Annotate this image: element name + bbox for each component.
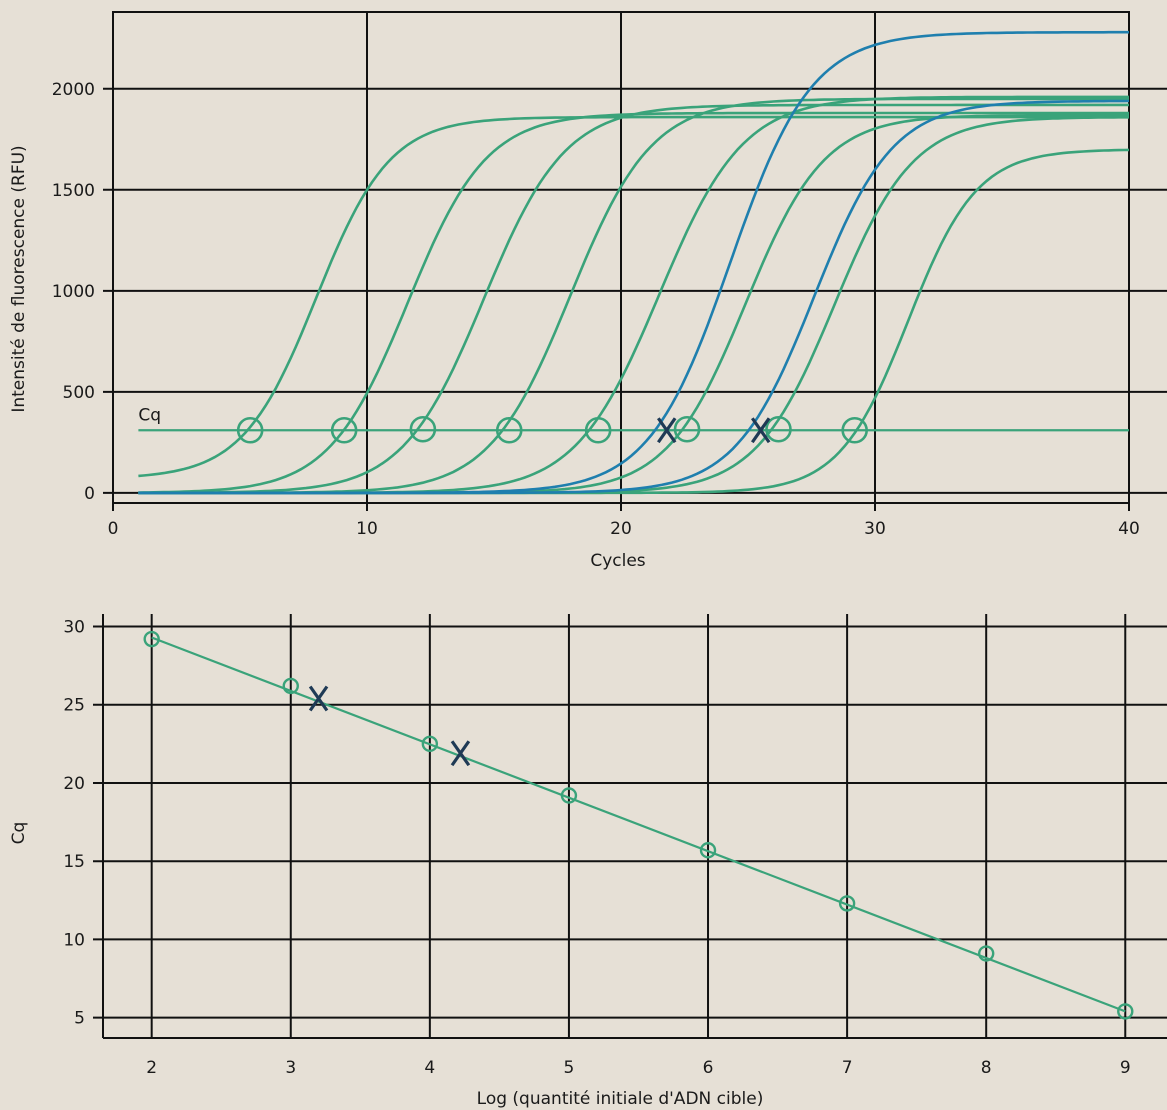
standard-curve-x-tick-label-2: 4 (424, 1058, 435, 1078)
standard-curve-y-tick-label-4: 25 (63, 696, 85, 716)
unknown-point-x-marker-1 (450, 740, 471, 767)
amplification-x-tick-label-1: 10 (356, 519, 378, 539)
amplification-x-tick-label-0: 0 (108, 519, 119, 539)
standard-curve-tick-labels: 2 3 4 5 6 7 8 9 5 10 15 20 25 30 (63, 618, 1130, 1078)
unknown-point-x-marker-0-stroke-b (308, 685, 329, 712)
amplification-y-axis-label: Intensité de fluorescence (RFU) (9, 145, 29, 412)
amplification-x-tick-label-2: 20 (610, 519, 632, 539)
amplification-grid (103, 11, 1167, 511)
standard-point-6 (977, 945, 995, 962)
cq-circle-marker-7 (841, 416, 868, 444)
amplification-y-tick-label-1: 500 (63, 383, 95, 403)
amplification-x-tick-label-4: 40 (1118, 519, 1140, 539)
standard-curve-x-tick-label-4: 6 (703, 1058, 714, 1078)
standard-curve-y-tick-label-2: 15 (63, 852, 85, 872)
standard-point-7 (1117, 1003, 1134, 1020)
standard-point-4 (699, 842, 717, 859)
amplification-y-tick-label-3: 1500 (52, 181, 95, 201)
cq-unknown-x-marker-1-stroke-b (750, 417, 771, 444)
cq-circle-marker-3 (495, 416, 523, 444)
cq-circle-marker-5 (673, 415, 701, 443)
threshold-label: Cq (138, 405, 161, 425)
standard-curve-y-tick-label-1: 10 (63, 930, 85, 950)
cq-unknown-x-marker-1 (750, 417, 771, 444)
standard-curve-x-tick-label-0: 2 (146, 1058, 157, 1078)
standard-curve-y-tick-label-5: 30 (63, 618, 85, 638)
standard-point-5 (838, 895, 856, 912)
standard-curve-chart: 2 3 4 5 6 7 8 9 5 10 15 20 25 30 Log (quantité initia… (9, 614, 1167, 1109)
unknown-point-x-marker-0 (308, 685, 329, 712)
standard-point-3 (560, 787, 578, 804)
unknown-curve-9 (138, 99, 1130, 495)
cq-markers (236, 415, 868, 444)
cq-unknown-x-marker-0-stroke-b (657, 417, 677, 444)
cq-unknown-x-marker-0 (657, 417, 677, 444)
cq-circle-marker-0 (236, 416, 264, 444)
standard-curve-x-tick-label-5: 7 (842, 1058, 853, 1078)
cq-circle-marker-1 (330, 416, 358, 444)
standard-curve-y-axis-label: Cq (9, 822, 29, 845)
standard-curve-fit (151, 636, 1126, 1013)
standard-point-2 (421, 735, 439, 753)
standard-curve-markers (143, 630, 1134, 1020)
amplification-y-tick-label-2: 1000 (52, 282, 95, 302)
cq-circle-marker-2 (409, 415, 437, 443)
standard-curve-y-tick-label-0: 5 (74, 1009, 85, 1029)
amplification-y-tick-label-0: 0 (84, 484, 95, 504)
standard-curve-grid (93, 614, 1167, 1039)
standard-point-1 (282, 677, 299, 695)
amplification-y-tick-label-4: 2000 (52, 80, 95, 100)
standard-curve-2 (138, 103, 1129, 495)
amplification-x-axis-label: Cycles (590, 551, 645, 571)
standard-curve-y-tick-label-3: 20 (63, 774, 85, 794)
amplification-curves (138, 30, 1130, 495)
standard-curve-x-tick-label-3: 5 (564, 1058, 575, 1078)
amplification-chart: 0 10 20 30 40 0 500 1000 1500 2000 Cq Cycles Inte… (9, 11, 1167, 571)
standard-curve-x-tick-label-1: 3 (285, 1058, 296, 1078)
cq-circle-marker-6 (765, 415, 792, 443)
threshold-line-group: Cq (138, 405, 1129, 432)
standard-point-0 (143, 630, 160, 648)
standard-curve-x-tick-label-7: 9 (1120, 1058, 1131, 1078)
amplification-x-tick-label-3: 30 (864, 519, 886, 539)
standard-curve-x-tick-label-6: 8 (981, 1058, 992, 1078)
amplification-tick-labels: 0 10 20 30 40 0 500 1000 1500 2000 (52, 80, 1140, 539)
cq-circle-marker-4 (584, 416, 612, 444)
standard-curve-fit-line (151, 636, 1126, 1013)
unknown-point-x-marker-1-stroke-b (450, 740, 471, 767)
standard-curve-x-axis-label: Log (quantité initiale d'ADN cible) (477, 1089, 764, 1109)
